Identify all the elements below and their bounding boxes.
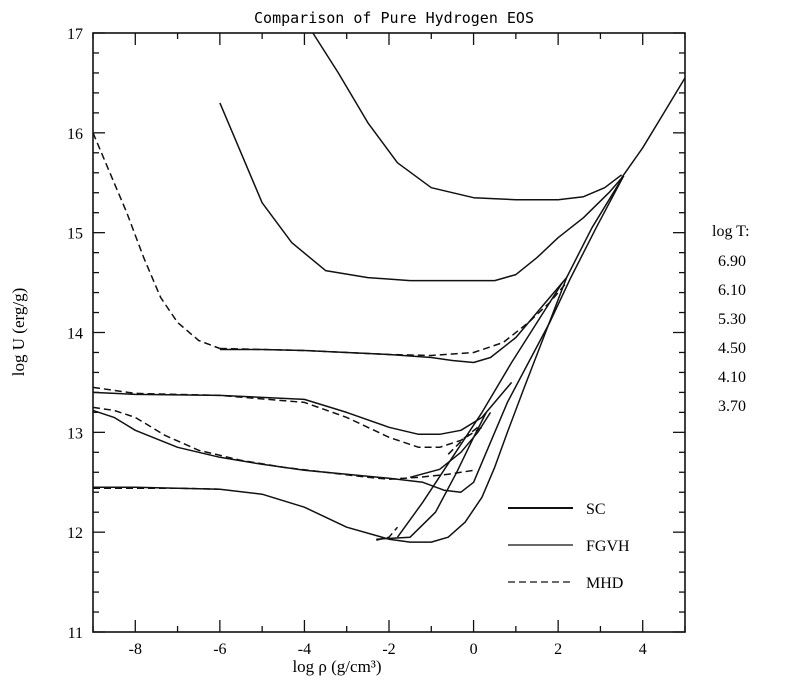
series-line-12 bbox=[219, 282, 568, 357]
y-tick-labels: 11 12 13 14 15 16 17 bbox=[67, 26, 83, 642]
legend: SC FGVH MHD bbox=[508, 501, 630, 592]
log-t-value: 4.10 bbox=[718, 369, 746, 386]
x-tick-label: -4 bbox=[298, 641, 311, 658]
series-line-8 bbox=[396, 282, 564, 538]
log-t-value: 6.10 bbox=[718, 282, 746, 299]
y-tick-label: 13 bbox=[67, 425, 83, 442]
series-line-16 bbox=[376, 526, 399, 541]
x-tick-label: -6 bbox=[213, 641, 226, 658]
x-tick-label: -8 bbox=[129, 641, 142, 658]
series-line-17 bbox=[447, 426, 479, 455]
log-t-value: 3.70 bbox=[718, 398, 746, 415]
axis-ticks bbox=[92, 32, 686, 633]
y-tick-label: 12 bbox=[67, 525, 83, 542]
log-t-labels: log T: 6.90 6.10 5.30 4.50 4.10 3.70 bbox=[712, 223, 750, 415]
x-axis-label: log ρ (g/cm³) bbox=[292, 657, 381, 676]
series-line-3 bbox=[219, 277, 568, 364]
legend-label-mhd: MHD bbox=[586, 575, 623, 592]
series-line-15 bbox=[93, 487, 220, 490]
series-line-6 bbox=[93, 175, 625, 543]
y-tick-label: 16 bbox=[67, 126, 83, 143]
log-t-value: 4.50 bbox=[718, 340, 746, 357]
series-line-2 bbox=[219, 102, 625, 282]
x-tick-labels: -8 -6 -4 -2 0 2 4 bbox=[129, 641, 647, 658]
x-tick-label: 2 bbox=[554, 641, 562, 658]
series-line-4 bbox=[92, 381, 513, 436]
series-line-13 bbox=[92, 386, 483, 449]
series-line-10 bbox=[409, 411, 492, 479]
plot-lines bbox=[92, 32, 686, 543]
x-tick-label: 0 bbox=[470, 641, 478, 658]
y-tick-label: 17 bbox=[67, 26, 83, 43]
series-line-9 bbox=[376, 412, 487, 540]
y-tick-label: 14 bbox=[67, 326, 83, 343]
y-tick-label: 11 bbox=[68, 625, 83, 642]
log-t-value: 5.30 bbox=[718, 311, 746, 328]
log-t-title: log T: bbox=[712, 223, 750, 240]
series-line-5 bbox=[92, 175, 625, 493]
y-axis-label: log U (erg/g) bbox=[9, 288, 28, 376]
legend-label-fgvh: FGVH bbox=[586, 538, 630, 555]
legend-label-sc: SC bbox=[586, 501, 606, 518]
series-line-7 bbox=[620, 77, 686, 179]
series-line-1 bbox=[312, 32, 623, 201]
series-line-11 bbox=[92, 132, 221, 350]
x-tick-label: 4 bbox=[639, 641, 647, 658]
y-tick-label: 15 bbox=[67, 226, 83, 243]
log-t-value: 6.90 bbox=[718, 253, 746, 270]
x-tick-label: -2 bbox=[382, 641, 395, 658]
chart-title: Comparison of Pure Hydrogen EOS bbox=[254, 9, 534, 27]
series-line-14 bbox=[92, 406, 474, 481]
